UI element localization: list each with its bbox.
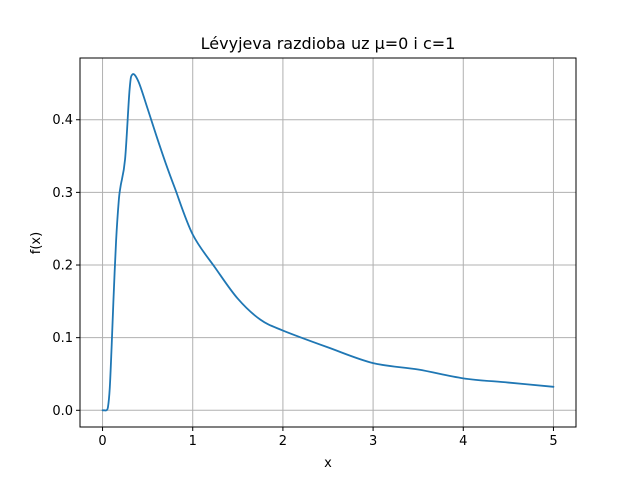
plot-area-frame [79, 57, 577, 428]
x-tick-label: 4 [459, 434, 467, 449]
y-tick-label: 0.4 [52, 113, 73, 128]
y-tick-label: 0.2 [52, 259, 73, 274]
y-tick-label: 0.0 [52, 404, 73, 419]
x-axis-label: x [324, 456, 332, 471]
series-layer [101, 73, 555, 412]
grid [80, 58, 576, 427]
x-tick-label: 3 [369, 434, 377, 449]
x-tick-labels: 0 1 2 3 4 5 [98, 434, 557, 449]
x-tick-label: 1 [189, 434, 197, 449]
y-axis-label: f(x) [29, 232, 44, 254]
x-tick-label: 0 [98, 434, 106, 449]
tick-marks [76, 119, 554, 431]
x-tick-label: 5 [549, 434, 557, 449]
y-tick-label: 0.3 [52, 186, 73, 201]
chart-title: Lévyjeva razdioba uz μ=0 i c=1 [201, 34, 456, 53]
x-tick-label: 2 [279, 434, 287, 449]
density-curve [101, 73, 555, 412]
y-tick-label: 0.1 [52, 331, 73, 346]
y-tick-labels: 0.0 0.1 0.2 0.3 0.4 [52, 113, 73, 419]
